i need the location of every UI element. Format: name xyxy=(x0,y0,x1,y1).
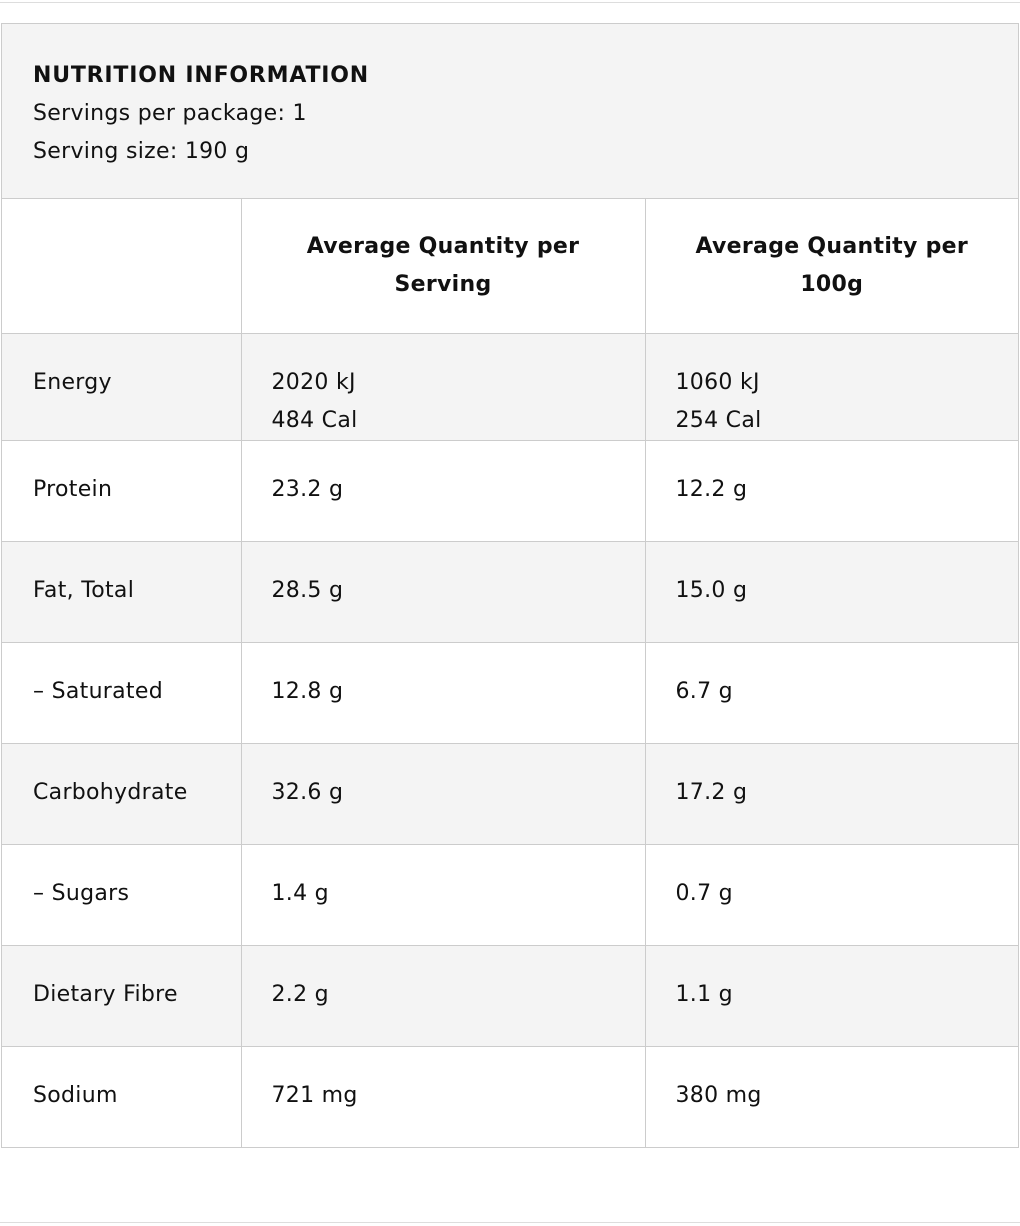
nutrient-name: Sodium xyxy=(2,1046,241,1147)
nutrient-value: 23.2 g xyxy=(240,440,645,542)
panel-header: NUTRITION INFORMATION Servings per packa… xyxy=(2,24,1018,199)
nutrient-value: 28.5 g xyxy=(240,541,645,643)
nutrient-value: 17.2 g xyxy=(644,743,1018,845)
nutrient-value: 15.0 g xyxy=(644,541,1018,643)
nutrient-row: Energy 2020 kJ 484 Cal 1060 kJ 254 Cal xyxy=(2,333,1018,441)
column-header: Average Quantity per Serving xyxy=(240,199,645,334)
nutrient-name: Dietary Fibre xyxy=(2,945,241,1047)
bottom-rule xyxy=(0,1222,1020,1223)
nutrient-row: Dietary Fibre 2.2 g 1.1 g xyxy=(2,945,1018,1047)
nutrient-value: 380 mg xyxy=(644,1046,1018,1147)
nutrient-row: Fat, Total 28.5 g 15.0 g xyxy=(2,541,1018,643)
top-rule xyxy=(0,2,1020,3)
nutrition-panel: NUTRITION INFORMATION Servings per packa… xyxy=(1,23,1019,1148)
column-header xyxy=(2,199,241,334)
servings: Servings per package: 1 xyxy=(33,101,307,126)
nutrient-value: 2.2 g xyxy=(240,945,645,1047)
column-header: Average Quantity per 100g xyxy=(644,199,1018,334)
nutrient-row: – Saturated 12.8 g 6.7 g xyxy=(2,642,1018,744)
nutrient-name: Carbohydrate xyxy=(2,743,241,845)
nutrient-row: Sodium 721 mg 380 mg xyxy=(2,1046,1018,1147)
nutrient-value: 32.6 g xyxy=(240,743,645,845)
value-line: 2020 kJ xyxy=(271,370,356,395)
serving-size: Serving size: 190 g xyxy=(33,139,250,164)
nutrient-row: – Sugars 1.4 g 0.7 g xyxy=(2,844,1018,946)
nutrient-row: Protein 23.2 g 12.2 g xyxy=(2,440,1018,542)
value-line: 1060 kJ xyxy=(675,370,760,395)
nutrient-name: Energy xyxy=(2,333,241,441)
nutrition-table: Average Quantity per Serving Average Quan… xyxy=(2,199,1018,1147)
header-row: Average Quantity per Serving Average Quan… xyxy=(2,199,1018,334)
nutrient-name: Protein xyxy=(2,440,241,542)
value-line: 484 Cal xyxy=(271,408,358,433)
nutrient-value: 721 mg xyxy=(240,1046,645,1147)
nutrient-value: 12.2 g xyxy=(644,440,1018,542)
nutrient-value: 12.8 g xyxy=(240,642,645,744)
nutrient-name: – Saturated xyxy=(2,642,241,744)
nutrient-value: 0.7 g xyxy=(644,844,1018,946)
nutrient-row: Carbohydrate 32.6 g 17.2 g xyxy=(2,743,1018,845)
nutrient-value: 6.7 g xyxy=(644,642,1018,744)
nutrient-value: 1.4 g xyxy=(240,844,645,946)
nutrient-value: 1.1 g xyxy=(644,945,1018,1047)
title: NUTRITION INFORMATION xyxy=(33,63,369,88)
nutrient-value: 1060 kJ 254 Cal xyxy=(644,333,1018,441)
nutrient-value: 2020 kJ 484 Cal xyxy=(240,333,645,441)
nutrient-name: Fat, Total xyxy=(2,541,241,643)
value-line: 254 Cal xyxy=(675,408,762,433)
nutrient-name: – Sugars xyxy=(2,844,241,946)
